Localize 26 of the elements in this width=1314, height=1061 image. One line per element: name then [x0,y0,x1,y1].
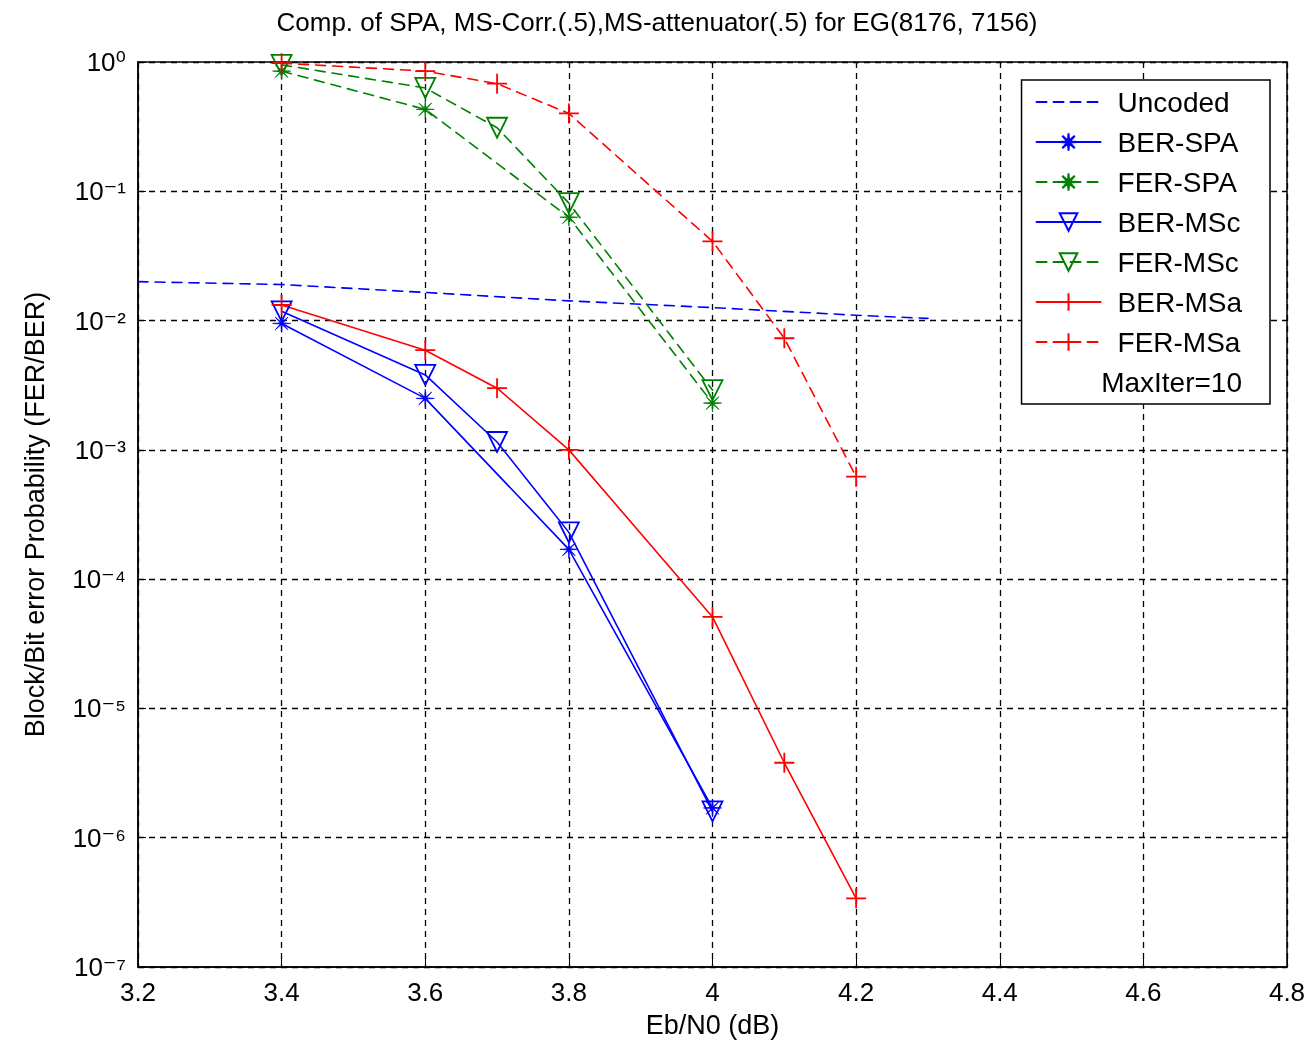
y-tick-label: 10⁻⁴ [72,564,126,595]
x-tick-label: 4.2 [838,977,875,1007]
y-tick-label: 10⁻² [74,305,127,336]
legend-label: FER-SPA [1117,166,1238,198]
y-axis-title: Block/Bit error Probability (FER/BER) [19,291,50,738]
x-tick-label: 4.4 [981,977,1018,1007]
legend-label: BER-MSa [1117,286,1243,318]
x-tick-label: 3.8 [550,977,587,1007]
y-tick-label: 10⁰ [86,47,126,77]
legend-label: BER-SPA [1117,126,1239,158]
y-tick-label: 10⁻⁶ [72,822,126,853]
y-tick-label: 10⁻³ [74,434,127,465]
annotation: MaxIter=10 [1101,366,1243,398]
x-tick-label: 3.4 [263,977,300,1007]
y-tick-label: 10⁻¹ [74,176,127,207]
x-axis-title: Eb/N0 (dB) [645,1009,780,1040]
legend-label: FER-MSc [1117,246,1239,278]
x-tick-label: 4.8 [1268,977,1306,1007]
x-tick-label: 4.6 [1125,977,1162,1007]
y-tick-label: 10⁻⁵ [72,693,126,724]
legend-label: Uncoded [1117,86,1230,118]
x-tick-label: 4 [705,977,720,1007]
chart-title: Comp. of SPA, MS-Corr.(.5),MS-attenuator(.5) for EG(8176, 7156) [276,7,1038,37]
legend-label: FER-MSa [1117,326,1241,358]
x-tick-label: 3.6 [407,977,444,1007]
legend-label: BER-MSc [1117,206,1241,238]
